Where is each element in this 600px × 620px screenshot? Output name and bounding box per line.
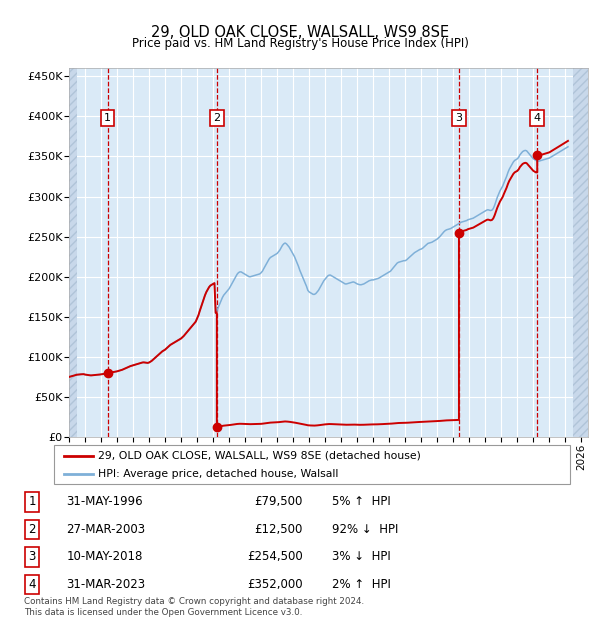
Text: 27-MAR-2003: 27-MAR-2003 (67, 523, 146, 536)
Text: 3: 3 (455, 113, 463, 123)
FancyBboxPatch shape (54, 445, 570, 484)
Text: Price paid vs. HM Land Registry's House Price Index (HPI): Price paid vs. HM Land Registry's House … (131, 37, 469, 50)
Text: 29, OLD OAK CLOSE, WALSALL, WS9 8SE: 29, OLD OAK CLOSE, WALSALL, WS9 8SE (151, 25, 449, 40)
Text: £254,500: £254,500 (247, 551, 303, 564)
Text: 31-MAY-1996: 31-MAY-1996 (67, 495, 143, 508)
Text: £79,500: £79,500 (254, 495, 303, 508)
Text: £352,000: £352,000 (247, 578, 303, 591)
Text: 3% ↓  HPI: 3% ↓ HPI (331, 551, 390, 564)
Text: Contains HM Land Registry data © Crown copyright and database right 2024.
This d: Contains HM Land Registry data © Crown c… (24, 598, 364, 617)
Bar (574, 68, 588, 437)
Text: 3: 3 (29, 551, 36, 564)
Text: 1: 1 (29, 495, 36, 508)
Text: 10-MAY-2018: 10-MAY-2018 (67, 551, 143, 564)
Text: £12,500: £12,500 (254, 523, 303, 536)
Text: 4: 4 (29, 578, 36, 591)
Bar (69, 68, 77, 437)
Text: 92% ↓  HPI: 92% ↓ HPI (331, 523, 398, 536)
Text: 31-MAR-2023: 31-MAR-2023 (67, 578, 146, 591)
Text: 5% ↑  HPI: 5% ↑ HPI (331, 495, 390, 508)
Text: HPI: Average price, detached house, Walsall: HPI: Average price, detached house, Wals… (98, 469, 338, 479)
Text: 29, OLD OAK CLOSE, WALSALL, WS9 8SE (detached house): 29, OLD OAK CLOSE, WALSALL, WS9 8SE (det… (98, 451, 421, 461)
Text: 1: 1 (104, 113, 111, 123)
Text: 2% ↑  HPI: 2% ↑ HPI (331, 578, 391, 591)
Text: 2: 2 (213, 113, 220, 123)
Text: 4: 4 (533, 113, 541, 123)
Text: 2: 2 (29, 523, 36, 536)
